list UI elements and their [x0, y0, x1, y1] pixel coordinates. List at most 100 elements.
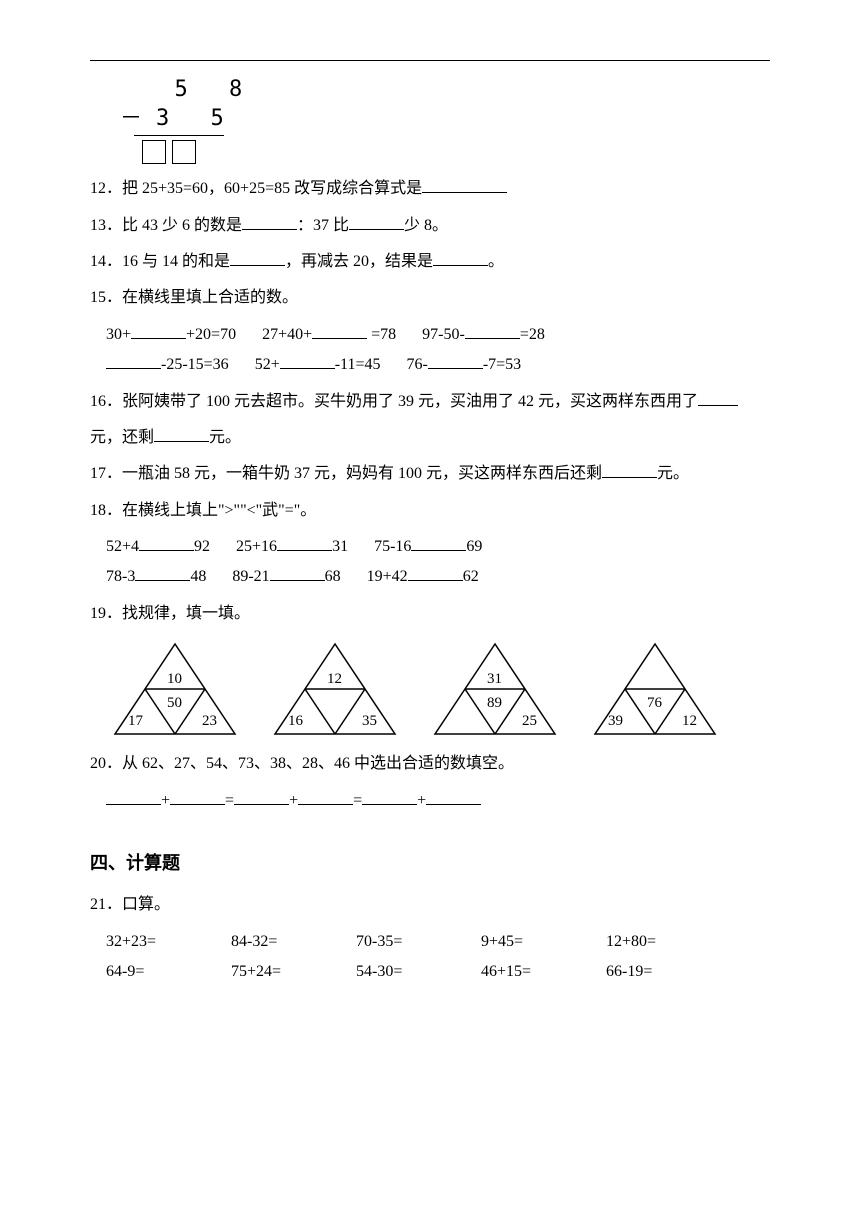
tri-right: 35 [362, 707, 377, 736]
q13-c: 少 8。 [404, 217, 448, 234]
q12: 12．把 25+35=60，60+25=85 改写成综合算式是 [90, 174, 770, 204]
t: -11=45 [335, 356, 381, 373]
blank[interactable] [131, 325, 186, 339]
blank[interactable] [234, 791, 289, 805]
calc-item: 75+24= [231, 957, 356, 987]
q14-a: 14．16 与 14 的和是 [90, 253, 230, 270]
q13-b: ：37 比 [297, 217, 349, 234]
blank[interactable] [411, 537, 466, 551]
op: = [225, 792, 234, 809]
q13: 13．比 43 少 6 的数是 ：37 比 少 8。 [90, 211, 770, 241]
calc-item: 64-9= [106, 957, 231, 987]
q21-label: 21．口算。 [90, 896, 170, 913]
calc-item: 70-35= [356, 927, 481, 957]
calc-row: 64-9= 75+24= 54-30= 46+15= 66-19= [106, 957, 770, 987]
blank[interactable] [106, 791, 161, 805]
q17: 17．一瓶油 58 元，一箱牛奶 37 元，妈妈有 100 元，买这两样东西后还… [90, 459, 770, 489]
t: 78-3 [106, 568, 135, 585]
q18-row2: 78-34889-216819+4262 [106, 562, 770, 592]
tri-mid: 89 [487, 689, 502, 718]
triangle-3: 31 89 25 [430, 639, 560, 739]
q13-a: 13．比 43 少 6 的数是 [90, 217, 242, 234]
q14-c: 。 [488, 253, 504, 270]
section-4-title: 四、计算题 [90, 846, 770, 880]
t: 89-21 [232, 568, 269, 585]
blank[interactable] [422, 179, 507, 193]
blank[interactable] [349, 216, 404, 230]
tri-right: 23 [202, 707, 217, 736]
calc-item: 32+23= [106, 927, 231, 957]
t: 52+4 [106, 538, 139, 555]
q19: 19．找规律，填一填。 [90, 599, 770, 629]
minuend: 5 8 [120, 76, 770, 105]
blank[interactable] [602, 464, 657, 478]
blank[interactable] [106, 355, 161, 369]
q16-b: 元，还剩 [90, 429, 154, 446]
column-subtraction: 5 8 －3 5 [120, 76, 770, 164]
t: -25-15=36 [161, 356, 229, 373]
t: 19+42 [367, 568, 408, 585]
blank[interactable] [426, 791, 481, 805]
blank[interactable] [135, 567, 190, 581]
tri-right: 12 [682, 707, 697, 736]
blank[interactable] [312, 325, 367, 339]
blank[interactable] [230, 252, 285, 266]
q14: 14．16 与 14 的和是 ，再减去 20，结果是 。 [90, 247, 770, 277]
q18: 18．在横线上填上">""<"武"="。 [90, 496, 770, 526]
calc-item: 84-32= [231, 927, 356, 957]
calc-row: 32+23= 84-32= 70-35= 9+45= 12+80= [106, 927, 770, 957]
t: 27+40+ [262, 326, 312, 343]
tri-right: 25 [522, 707, 537, 736]
blank[interactable] [428, 355, 483, 369]
blank[interactable] [270, 567, 325, 581]
answer-boxes [142, 140, 770, 164]
blank[interactable] [154, 428, 209, 442]
subtrahend: －3 5 [120, 105, 770, 134]
t: 48 [190, 568, 206, 585]
triangle-4: 76 39 12 [590, 639, 720, 739]
triangle-1: 10 50 17 23 [110, 639, 240, 739]
q15-row2: -25-15=36 52+ -11=45 76- -7=53 [106, 350, 770, 380]
t: 75-16 [374, 538, 411, 555]
q15: 15．在横线里填上合适的数。 [90, 283, 770, 313]
t: 31 [332, 538, 348, 555]
blank[interactable] [170, 791, 225, 805]
q20: 20．从 62、27、54、73、38、28、46 中选出合适的数填空。 [90, 749, 770, 779]
triangle-diagrams: 10 50 17 23 12 16 35 31 89 25 [110, 639, 770, 739]
q16-a: 16．张阿姨带了 100 元去超市。买牛奶用了 39 元，买油用了 42 元，买… [90, 393, 698, 410]
q20-blanks: +=+=+ [106, 786, 770, 816]
q17-b: 元。 [657, 465, 689, 482]
answer-box[interactable] [172, 140, 196, 164]
blank[interactable] [433, 252, 488, 266]
blank[interactable] [362, 791, 417, 805]
blank[interactable] [139, 537, 194, 551]
t: 52+ [255, 356, 280, 373]
q17-a: 17．一瓶油 58 元，一箱牛奶 37 元，妈妈有 100 元，买这两样东西后还… [90, 465, 602, 482]
answer-box[interactable] [142, 140, 166, 164]
t: 76- [406, 356, 427, 373]
blank[interactable] [408, 567, 463, 581]
t: =28 [520, 326, 545, 343]
blank[interactable] [277, 537, 332, 551]
q19-label: 19．找规律，填一填。 [90, 605, 250, 622]
calc-item: 54-30= [356, 957, 481, 987]
t: 25+16 [236, 538, 277, 555]
q15-row1: 30++20=7027+40+ =7897-50-=28 [106, 320, 770, 350]
t: 92 [194, 538, 210, 555]
blank[interactable] [698, 392, 738, 406]
t: -7=53 [483, 356, 521, 373]
header-rule [90, 60, 770, 61]
blank[interactable] [280, 355, 335, 369]
blank[interactable] [242, 216, 297, 230]
t: 30+ [106, 326, 131, 343]
blank[interactable] [465, 325, 520, 339]
calc-item: 66-19= [606, 957, 731, 987]
q16: 16．张阿姨带了 100 元去超市。买牛奶用了 39 元，买油用了 42 元，买… [90, 387, 770, 417]
q20-label: 20．从 62、27、54、73、38、28、46 中选出合适的数填空。 [90, 755, 514, 772]
q18-row1: 52+49225+163175-1669 [106, 532, 770, 562]
q16-c: 元。 [209, 429, 241, 446]
q14-b: ，再减去 20，结果是 [285, 253, 433, 270]
tri-left: 16 [288, 707, 303, 736]
t: 97-50- [422, 326, 465, 343]
blank[interactable] [298, 791, 353, 805]
